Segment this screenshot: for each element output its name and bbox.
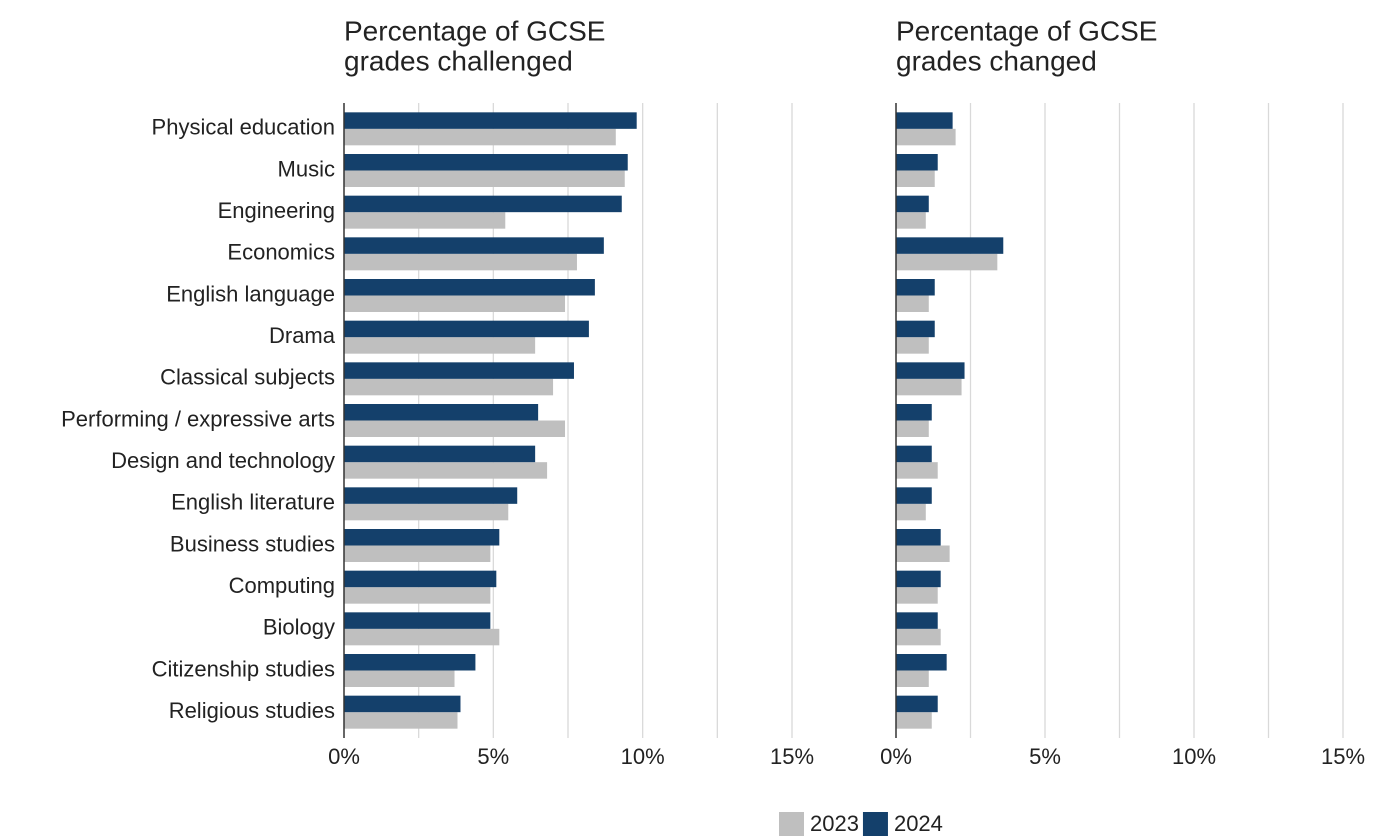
bar: [344, 654, 476, 671]
bar: [344, 362, 574, 379]
bar: [344, 545, 491, 562]
bar: [896, 503, 926, 521]
bar: [896, 195, 929, 213]
bar: [896, 628, 941, 646]
bar: [896, 570, 941, 588]
panel-title: Percentage of GCSE: [344, 15, 605, 46]
bar: [896, 462, 938, 479]
bar: [896, 695, 938, 713]
legend-swatch: [779, 812, 804, 836]
bar: [896, 712, 932, 729]
bar: [344, 612, 491, 629]
bar: [344, 670, 455, 687]
bar: [896, 253, 998, 271]
bar: [344, 128, 616, 146]
bar: [344, 570, 497, 588]
y-tick-label: Religious studies: [169, 698, 335, 723]
bar: [896, 112, 953, 129]
bar: [344, 445, 536, 463]
bar: [344, 587, 491, 604]
bar: [344, 503, 509, 521]
bar: [896, 128, 956, 146]
bar: [344, 487, 518, 504]
bar: [896, 212, 926, 229]
legend-swatch: [862, 812, 888, 836]
bar: [896, 529, 941, 546]
y-tick-label: Design and technology: [111, 448, 335, 473]
bar: [896, 154, 938, 171]
x-tick-label: 10%: [621, 744, 665, 769]
y-tick-label: Performing / expressive arts: [61, 406, 335, 431]
bar: [896, 404, 932, 421]
y-tick-label: Classical subjects: [160, 365, 335, 390]
bar: [344, 237, 604, 254]
bar: [344, 295, 566, 312]
x-tick-label: 0%: [880, 744, 912, 769]
bar: [344, 320, 589, 338]
bar: [344, 112, 637, 129]
x-tick-label: 15%: [770, 744, 814, 769]
bar: [896, 378, 962, 396]
bar: [896, 279, 935, 296]
panel-title: Percentage of GCSE: [896, 15, 1157, 46]
bar: [896, 237, 1004, 254]
bar: [344, 212, 506, 229]
bar: [896, 612, 938, 629]
bar: [896, 362, 965, 379]
y-tick-label: English literature: [171, 490, 335, 515]
y-tick-label: Citizenship studies: [152, 656, 335, 681]
x-tick-label: 5%: [477, 744, 509, 769]
x-tick-label: 0%: [328, 744, 360, 769]
bar: [344, 462, 548, 479]
bar: [896, 337, 929, 354]
y-tick-label: Music: [278, 156, 335, 181]
bar: [896, 670, 929, 687]
bar: [344, 529, 500, 546]
bar: [344, 337, 536, 354]
y-tick-label: Business studies: [170, 531, 335, 556]
y-tick-label: Engineering: [218, 198, 335, 223]
bar: [896, 487, 932, 504]
bar: [344, 420, 566, 437]
bar: [344, 279, 595, 296]
panel-title: grades challenged: [344, 45, 573, 76]
bar: [344, 378, 554, 396]
legend-label: 2024: [894, 811, 943, 836]
bar: [896, 654, 947, 671]
y-tick-label: Physical education: [152, 115, 335, 140]
bar: [344, 404, 539, 421]
bar: [896, 545, 950, 562]
bar: [896, 295, 929, 312]
y-tick-label: Economics: [227, 240, 335, 265]
bar: [344, 195, 622, 213]
x-tick-label: 15%: [1321, 744, 1365, 769]
bar: [896, 445, 932, 463]
x-tick-label: 10%: [1172, 744, 1216, 769]
bar: [344, 253, 577, 271]
y-tick-label: English language: [166, 281, 335, 306]
bar: [896, 170, 935, 187]
panel-title: grades changed: [896, 45, 1097, 76]
bar: [896, 420, 929, 437]
x-tick-label: 5%: [1029, 744, 1061, 769]
y-tick-label: Biology: [263, 615, 335, 640]
bar: [896, 320, 935, 338]
legend-label: 2023: [810, 811, 859, 836]
bar: [344, 628, 500, 646]
bar: [344, 170, 625, 187]
bar: [344, 695, 461, 713]
bar: [344, 154, 628, 171]
bar: [896, 587, 938, 604]
y-tick-label: Computing: [229, 573, 335, 598]
bar: [344, 712, 458, 729]
y-tick-label: Drama: [269, 323, 336, 348]
